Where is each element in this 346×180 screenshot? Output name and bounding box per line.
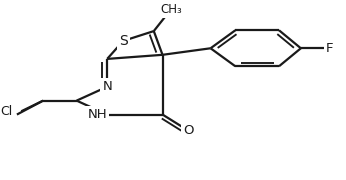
Text: CH₃: CH₃ [161, 3, 182, 15]
Text: F: F [326, 42, 333, 55]
Text: Cl: Cl [0, 105, 12, 118]
Text: NH: NH [88, 108, 107, 121]
Text: S: S [119, 34, 128, 48]
Text: O: O [183, 124, 194, 137]
Text: N: N [102, 80, 112, 93]
